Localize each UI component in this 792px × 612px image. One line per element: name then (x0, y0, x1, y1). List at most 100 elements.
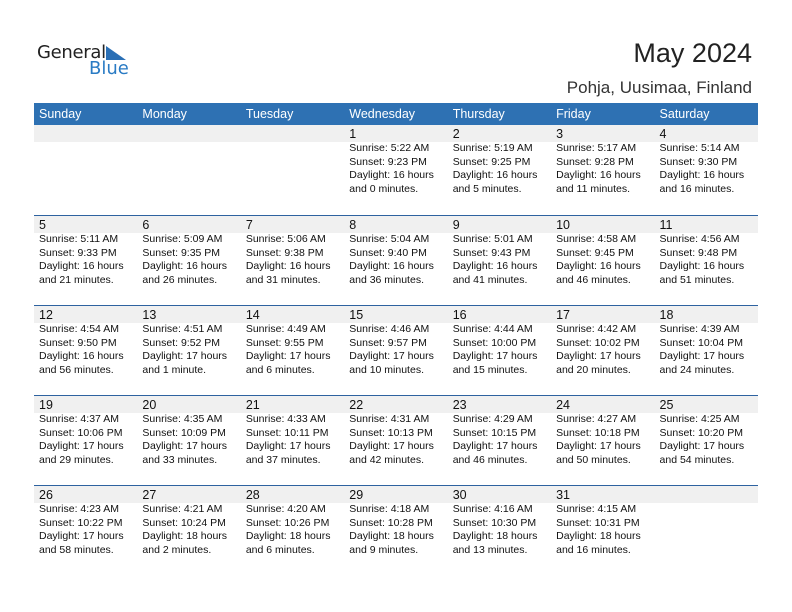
day-number: 13 (142, 308, 157, 322)
day-number: 29 (349, 488, 364, 502)
day-cell: 28 Sunrise: 4:20 AM Sunset: 10:26 PM Daylig… (241, 486, 344, 575)
daylight-minutes: and 2 minutes. (142, 543, 212, 556)
day-cell: 13 Sunrise: 4:51 AM Sunset: 9:52 PM Dayligh… (137, 306, 240, 395)
weekday-monday: Monday (142, 107, 187, 121)
weekday-saturday: Saturday (659, 107, 710, 121)
day-number: 15 (349, 308, 364, 322)
week-row: 5 Sunrise: 5:11 AM Sunset: 9:33 PM Daylight… (34, 215, 758, 305)
day-number: 18 (659, 308, 674, 322)
daylight-minutes: and 36 minutes. (349, 273, 424, 286)
day-number: 20 (142, 398, 157, 412)
daylight: Daylight: 16 hours (452, 260, 538, 272)
daylight-minutes: and 54 minutes. (659, 453, 735, 466)
sunrise: Sunrise: 4:15 AM (556, 503, 637, 515)
day-number: 21 (245, 398, 260, 412)
sunset: Sunset: 10:18 PM (556, 426, 640, 439)
day-number: 22 (349, 398, 364, 412)
day-number: 26 (39, 488, 53, 502)
day-number: 9 (452, 218, 460, 232)
sunrise: Sunrise: 4:56 AM (659, 233, 740, 245)
day-number: 8 (349, 218, 357, 232)
day-cell: 29 Sunrise: 4:18 AM Sunset: 10:28 PM Daylig… (344, 486, 447, 575)
daylight: Daylight: 17 hours (349, 350, 434, 362)
daylight: Daylight: 17 hours (349, 440, 434, 452)
sunrise: Sunrise: 4:39 AM (659, 323, 740, 335)
day-number: 3 (556, 127, 564, 141)
page-title: May 2024 (633, 38, 752, 68)
sunrise: Sunrise: 4:29 AM (452, 413, 533, 425)
daylight: Daylight: 16 hours (245, 260, 331, 272)
sunset: Sunset: 10:31 PM (556, 516, 640, 529)
logo: General Blue (37, 42, 137, 82)
daylight-minutes: and 5 minutes. (452, 182, 522, 195)
day-cell: 17 Sunrise: 4:42 AM Sunset: 10:02 PM Daylig… (551, 306, 654, 395)
sunrise: Sunrise: 4:42 AM (556, 323, 637, 335)
empty-day-cell (241, 125, 344, 215)
sunset: Sunset: 10:04 PM (659, 336, 743, 349)
sunrise: Sunrise: 4:16 AM (452, 503, 533, 515)
empty-day-cell (34, 125, 137, 215)
daylight-minutes: and 41 minutes. (452, 273, 528, 286)
sunrise: Sunrise: 5:01 AM (452, 233, 533, 245)
sunset: Sunset: 10:28 PM (349, 516, 433, 529)
day-number: 27 (142, 488, 157, 502)
daylight-minutes: and 13 minutes. (452, 543, 528, 556)
daylight-minutes: and 24 minutes. (659, 363, 735, 376)
daylight: Daylight: 17 hours (659, 350, 745, 362)
sunrise: Sunrise: 4:33 AM (245, 413, 326, 425)
day-cell: 21 Sunrise: 4:33 AM Sunset: 10:11 PM Daylig… (241, 396, 344, 485)
daylight: Daylight: 18 hours (349, 530, 434, 542)
weekday-tuesday: Tuesday (245, 107, 294, 121)
sunset: Sunset: 9:50 PM (39, 336, 117, 349)
day-cell: 24 Sunrise: 4:27 AM Sunset: 10:18 PM Daylig… (551, 396, 654, 485)
daylight-minutes: and 0 minutes. (349, 182, 419, 195)
sunset: Sunset: 10:30 PM (452, 516, 537, 529)
daylight-minutes: and 37 minutes. (245, 453, 321, 466)
day-cell: 22 Sunrise: 4:31 AM Sunset: 10:13 PM Daylig… (344, 396, 447, 485)
day-cell: 19 Sunrise: 4:37 AM Sunset: 10:06 PM Daylig… (34, 396, 137, 485)
day-cell: 25 Sunrise: 4:25 AM Sunset: 10:20 PM Daylig… (655, 396, 758, 485)
sunrise: Sunrise: 4:37 AM (39, 413, 119, 425)
daylight-minutes: and 26 minutes. (142, 273, 218, 286)
sunset: Sunset: 9:28 PM (556, 155, 634, 168)
logo-text-general: General (37, 42, 106, 63)
day-number: 12 (39, 308, 53, 322)
day-number: 6 (142, 218, 150, 232)
daylight: Daylight: 18 hours (452, 530, 538, 542)
daylight: Daylight: 17 hours (142, 440, 228, 452)
daylight: Daylight: 17 hours (556, 440, 641, 452)
day-cell: 9 Sunrise: 5:01 AM Sunset: 9:43 PM Daylight… (448, 216, 551, 305)
day-cell: 15 Sunrise: 4:46 AM Sunset: 9:57 PM Dayligh… (344, 306, 447, 395)
day-number: 28 (245, 488, 260, 502)
daylight-minutes: and 16 minutes. (556, 543, 631, 556)
location: Pohja, Uusimaa, Finland (566, 78, 752, 97)
sunset: Sunset: 10:11 PM (245, 426, 329, 439)
empty-day-cell (655, 486, 758, 575)
sunrise: Sunrise: 5:11 AM (39, 233, 119, 245)
day-number: 16 (452, 308, 467, 322)
sunset: Sunset: 10:00 PM (452, 336, 537, 349)
sunset: Sunset: 10:26 PM (245, 516, 330, 529)
sunrise: Sunrise: 4:49 AM (245, 323, 326, 335)
daylight: Daylight: 16 hours (142, 260, 228, 272)
week-row: 1 Sunrise: 5:22 AM Sunset: 9:23 PM Daylight… (34, 125, 758, 215)
daylight-minutes: and 42 minutes. (349, 453, 424, 466)
week-row: 12 Sunrise: 4:54 AM Sunset: 9:50 PM Dayligh… (34, 305, 758, 395)
daylight: Daylight: 16 hours (556, 169, 641, 181)
sunset: Sunset: 9:52 PM (142, 336, 221, 349)
day-cell: 27 Sunrise: 4:21 AM Sunset: 10:24 PM Daylig… (137, 486, 240, 575)
daylight-minutes: and 1 minute. (142, 363, 207, 376)
daylight: Daylight: 17 hours (39, 440, 124, 452)
day-number: 24 (556, 398, 571, 412)
sunset: Sunset: 10:20 PM (659, 426, 743, 439)
sunrise: Sunrise: 5:06 AM (245, 233, 326, 245)
weekday-sunday: Sunday (39, 107, 82, 121)
daylight: Daylight: 17 hours (452, 350, 538, 362)
daylight: Daylight: 18 hours (142, 530, 228, 542)
daylight: Daylight: 16 hours (556, 260, 641, 272)
sunrise: Sunrise: 4:35 AM (142, 413, 223, 425)
day-cell: 12 Sunrise: 4:54 AM Sunset: 9:50 PM Dayligh… (34, 306, 137, 395)
day-cell: 30 Sunrise: 4:16 AM Sunset: 10:30 PM Daylig… (448, 486, 551, 575)
sunset: Sunset: 9:25 PM (452, 155, 531, 168)
sunset: Sunset: 10:22 PM (39, 516, 123, 529)
